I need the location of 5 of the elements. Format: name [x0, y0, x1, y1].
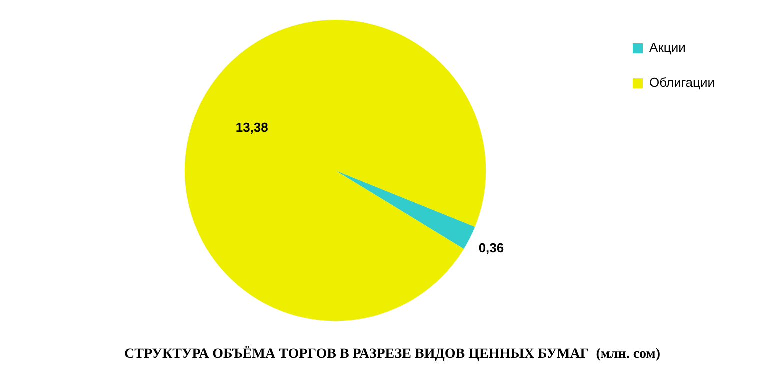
data-label: 13,38	[236, 120, 268, 136]
data-label: 0,36	[478, 240, 504, 256]
legend-label: Акции	[650, 40, 686, 56]
legend-label: Облигации	[650, 75, 716, 90]
text: СТРУКТУРА ОБЪЁМА ТОРГОВ В РАЗРЕЗЕ ВИДОВ ЦЕННЫХ БУМАГ (млн. сом)	[124, 346, 661, 362]
